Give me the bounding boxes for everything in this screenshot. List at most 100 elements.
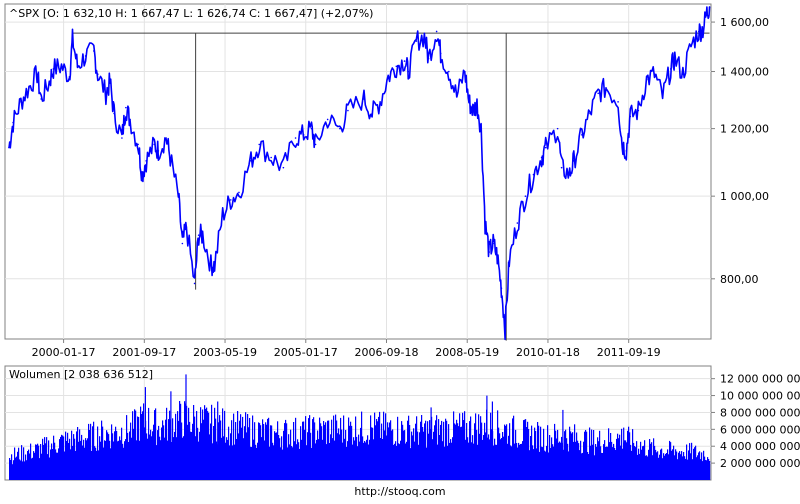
volume-bar — [308, 418, 310, 480]
volume-bar — [505, 425, 507, 480]
volume-bar — [660, 449, 662, 480]
volume-bar — [40, 444, 42, 480]
volume-bar — [84, 447, 86, 480]
volume-bar — [412, 435, 414, 480]
volume-bar — [597, 437, 599, 480]
volume-bar — [256, 447, 258, 480]
volume-bar — [142, 411, 144, 480]
date-x-tick-label: 2000-01-17 — [32, 346, 96, 359]
volume-bar — [499, 433, 501, 480]
price-point — [682, 73, 684, 75]
volume-bar — [533, 449, 535, 480]
volume-bar — [630, 444, 632, 480]
volume-bar — [640, 441, 642, 480]
volume-bar — [228, 426, 230, 480]
volume-bar — [300, 426, 302, 480]
price-point — [12, 121, 14, 124]
volume-bar — [90, 423, 92, 480]
volume-bar — [187, 424, 189, 480]
price-point — [113, 112, 115, 115]
volume-bar — [662, 458, 664, 480]
volume-bar — [688, 450, 690, 480]
volume-bar — [223, 436, 225, 480]
volume-bar — [465, 439, 467, 480]
price-point — [157, 150, 160, 152]
source-link[interactable]: http://stooq.com — [354, 485, 445, 498]
volume-bar — [164, 437, 166, 480]
volume-spike-bar — [623, 427, 625, 480]
volume-bar — [135, 410, 137, 480]
volume-bar — [15, 457, 17, 480]
volume-bar — [569, 426, 571, 480]
price-point — [439, 52, 442, 55]
volume-bar — [457, 423, 459, 480]
volume-bar — [578, 443, 580, 480]
volume-bar — [22, 461, 24, 480]
volume-bar — [680, 454, 682, 480]
price-point — [568, 173, 571, 176]
price-point — [415, 40, 418, 42]
price-y-axis: 800,00 1 000,00 1 200,00 1 400,00 1 600,00 — [711, 16, 769, 286]
volume-y-tick-label: 2 000 000 000 — [720, 457, 800, 470]
reference-lines — [72, 32, 710, 341]
price-point — [40, 98, 42, 100]
volume-bar — [243, 438, 245, 480]
volume-bar — [63, 436, 65, 480]
volume-bar — [118, 440, 120, 480]
volume-bar — [625, 440, 627, 480]
volume-bar — [174, 431, 176, 480]
volume-bar — [122, 443, 124, 480]
volume-bar — [61, 434, 63, 480]
volume-bar — [353, 437, 355, 480]
volume-bar — [588, 454, 590, 480]
volume-bar — [302, 421, 304, 480]
volume-bar — [407, 420, 409, 480]
volume-bar — [432, 439, 434, 480]
volume-bar — [96, 450, 98, 480]
volume-bar — [78, 441, 80, 480]
volume-bar — [173, 437, 175, 480]
volume-bar — [550, 447, 552, 480]
volume-bar — [363, 442, 365, 480]
volume-bar — [690, 453, 692, 480]
volume-bar — [665, 453, 667, 480]
volume-bar — [216, 441, 218, 480]
volume-bar — [476, 429, 478, 480]
volume-bar — [49, 457, 51, 480]
volume-bar — [532, 445, 534, 480]
volume-bar — [708, 459, 710, 480]
volume-bar — [609, 442, 611, 480]
volume-bar — [80, 440, 82, 480]
volume-bar — [474, 423, 476, 480]
volume-bar — [583, 441, 585, 480]
volume-bar — [608, 428, 610, 480]
volume-bar — [112, 433, 114, 480]
volume-bar — [12, 464, 14, 480]
volume-bar — [522, 441, 524, 480]
price-point — [597, 92, 599, 95]
volume-bar — [376, 419, 378, 480]
volume-bar — [150, 429, 152, 480]
volume-bar — [637, 454, 639, 480]
price-point — [407, 70, 410, 73]
volume-bar — [219, 415, 221, 480]
volume-bar — [439, 435, 441, 480]
volume-bar — [161, 427, 163, 480]
price-point — [314, 143, 317, 146]
volume-bar — [316, 439, 318, 480]
volume-bar — [686, 444, 688, 480]
price-point — [20, 101, 22, 103]
volume-bar — [496, 444, 498, 480]
price-point — [556, 127, 559, 130]
volume-bar — [523, 420, 525, 480]
volume-bar — [269, 446, 271, 480]
volume-bar — [377, 421, 379, 480]
volume-bar — [111, 424, 113, 480]
volume-bar — [288, 434, 290, 480]
volume-bar — [447, 445, 449, 480]
volume-bar — [422, 427, 424, 480]
volume-bar — [69, 438, 71, 480]
volume-bar — [620, 445, 622, 480]
volume-bar — [119, 436, 121, 480]
